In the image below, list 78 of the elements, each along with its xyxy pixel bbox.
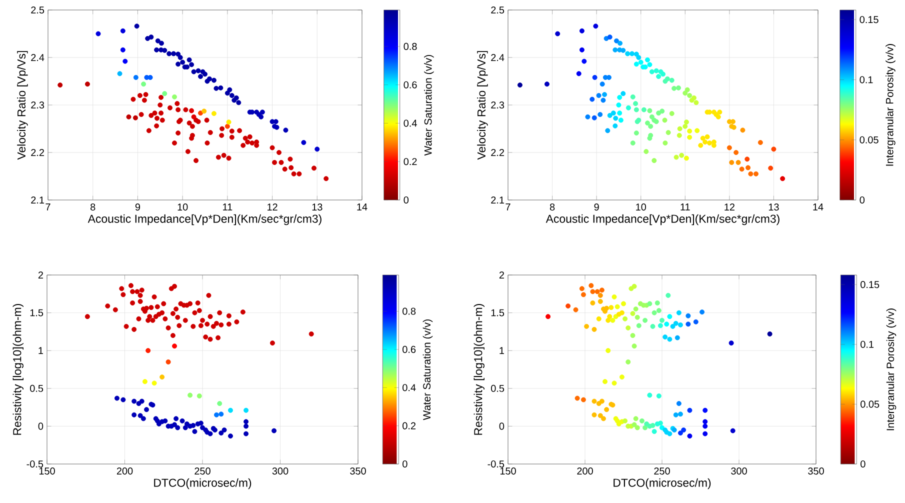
color-bar-label: 0.4 [404,120,417,127]
color-bar-label: 0.15 [860,16,878,24]
x-tick-label: 150 [500,468,516,475]
y-tick-label: 2.1 [31,196,44,204]
y-tick-label: 2.3 [491,101,504,109]
y-tick-label: 2.5 [491,6,504,14]
x-axis-title: Acoustic Impedance[Vp*Den](Km/sec*gr/cm3) [88,214,322,226]
x-axis-title: Acoustic Impedance[Vp*Den](Km/sec*gr/cm3) [546,214,780,226]
color-bar-label: 0.8 [402,308,416,315]
y-tick-label: 2.5 [31,6,44,14]
color-bar-title: Water Saturation (v/v) [424,54,434,156]
color-bar-label: 0 [860,196,865,204]
x-tick-label: 13 [768,204,779,211]
y-tick-label: -0.5 [26,460,44,468]
color-bar-label: 0.4 [402,384,416,392]
y-tick-label: 1 [38,347,43,354]
x-tick-label: 10 [178,204,188,211]
x-tick-label: 11 [680,204,690,210]
x-tick-label: 12 [724,204,734,210]
x-tick-label: 8 [550,204,555,211]
y-tick-label: 0.5 [30,384,44,392]
x-tick-label: 250 [654,468,670,475]
y-tick-label: 2.3 [31,101,44,109]
x-tick-label: 350 [808,468,824,475]
color-bar-label: 0.1 [860,76,873,84]
color-bar-title: Water Saturation (v/v) [422,319,433,420]
y-tick-label: 2.2 [491,149,504,156]
y-tick-label: 2.4 [31,54,44,61]
x-tick-label: 13 [312,204,322,211]
color-bar-label: 0.8 [404,42,417,50]
color-bar-label: 0.1 [860,340,874,348]
color-bar-label: 0 [404,196,409,204]
y-tick-label: 0 [38,422,44,430]
color-bar-title: Intergranular Porosity (v/v) [886,44,896,166]
x-tick-label: 14 [813,204,824,210]
x-tick-label: 14 [357,204,368,210]
color-bar-label: 0.05 [860,400,880,408]
y-axis-title: Resistivity [log10](ohm-m) [474,304,484,435]
y-tick-label: 0.5 [491,384,504,392]
color-bar-label: 0.6 [402,346,416,353]
color-bar-label: 0.15 [860,281,880,288]
color-bar-label: 0.2 [404,158,417,166]
x-tick-label: 200 [577,468,593,475]
x-axis-title: DTCO(microsec/m) [614,478,711,490]
x-tick-label: 9 [594,204,599,211]
x-tick-label: 200 [116,468,133,475]
x-tick-label: 300 [731,468,747,475]
x-tick-label: 300 [272,468,288,475]
y-tick-label: 1 [500,347,504,354]
color-bar-label: 0.05 [860,136,878,144]
x-tick-label: 350 [350,468,366,475]
y-tick-label: 2.1 [491,196,504,204]
y-tick-label: 1.5 [30,309,44,316]
y-tick-label: 1.5 [491,309,504,316]
x-tick-label: 9 [135,204,140,211]
x-axis-title: DTCO(microsec/m) [154,478,252,490]
x-tick-label: 7 [506,204,510,210]
y-tick-label: 2.4 [491,54,504,61]
x-tick-label: 150 [39,468,55,475]
color-bar-label: 0 [402,460,408,468]
color-bar-label: 0.6 [404,81,417,88]
y-tick-label: 2 [499,272,504,278]
x-tick-label: 12 [268,204,278,210]
y-axis-title: Resistivity [log10](ohm-m) [12,304,24,435]
y-tick-label: 2.2 [31,149,44,156]
y-tick-label: 0 [499,422,504,430]
color-bar-label: 0 [860,460,866,468]
x-tick-label: 10 [636,204,646,211]
y-axis-title: Velocity Ratio [Vp/Vs] [17,51,28,160]
x-tick-label: 7 [46,204,50,210]
color-bar-label: 0.2 [402,422,416,430]
color-bar-title: Intergranular Porosity (v/v) [886,308,896,430]
x-tick-label: 11 [223,204,232,210]
x-tick-label: 250 [194,468,210,475]
y-tick-label: 2 [38,272,43,278]
y-axis-title: Velocity Ratio [Vp/Vs] [477,51,488,160]
y-tick-label: -0.5 [488,460,504,468]
x-tick-label: 8 [90,204,96,211]
